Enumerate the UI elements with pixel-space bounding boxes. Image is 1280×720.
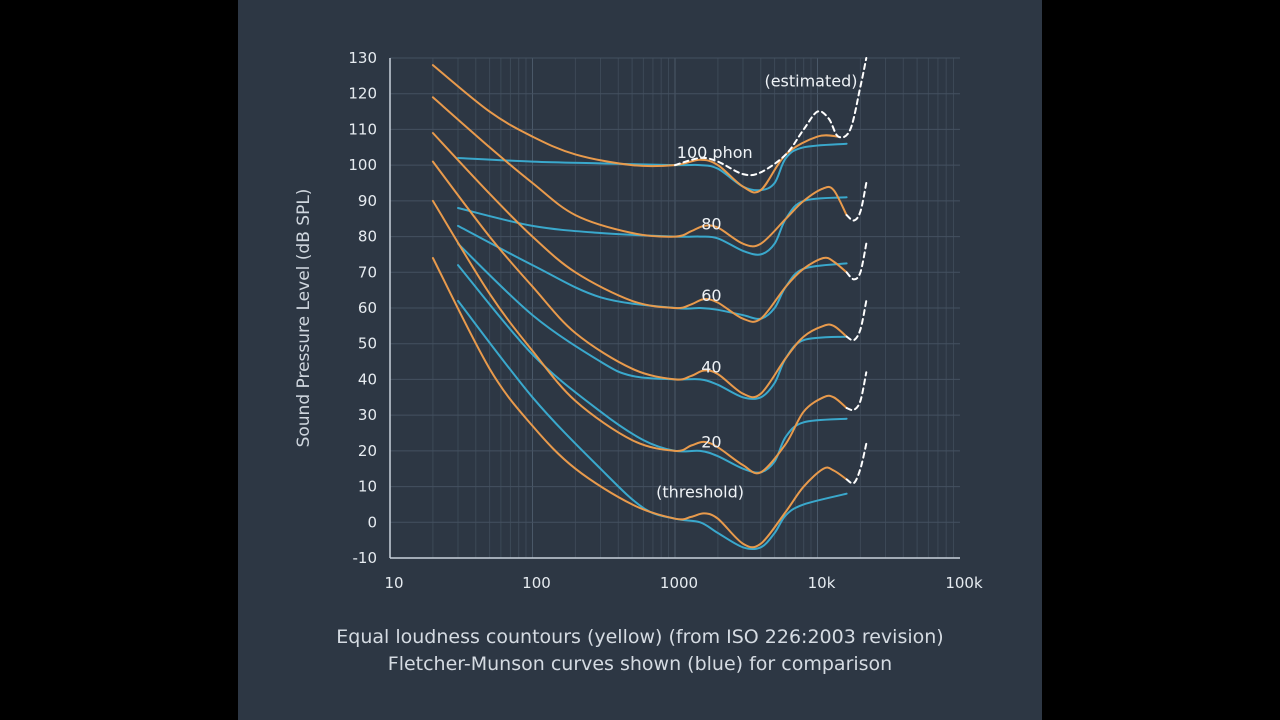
- estimated-curve: [845, 299, 868, 342]
- curve-annotation: (estimated): [764, 72, 857, 91]
- x-tick-label: 1000: [660, 574, 698, 592]
- y-tick-label: 120: [348, 85, 377, 103]
- axes: -10 0 10 20 30 40 50 60 70 80 90 100 110 120 130 10 100 1…: [348, 49, 983, 592]
- y-tick-label: 30: [358, 406, 377, 424]
- curve-annotation: 100 phon: [677, 143, 753, 162]
- y-tick-label: 50: [358, 335, 377, 353]
- fletcher-munson-curve-100: [457, 142, 848, 192]
- y-tick-label: 20: [358, 442, 377, 460]
- equal-loudness-chart: -10 0 10 20 30 40 50 60 70 80 90 100 110 120 130 10 100 1…: [294, 49, 983, 592]
- x-tick-label: 100: [522, 574, 551, 592]
- curve-annotation: (threshold): [656, 482, 744, 501]
- y-tick-label: 130: [348, 49, 377, 67]
- x-tick-label: 10k: [808, 574, 836, 592]
- curve-annotation: 40: [701, 357, 721, 376]
- iso-curve-60: [431, 132, 848, 323]
- chart-panel: -10 0 10 20 30 40 50 60 70 80 90 100 110 120 130 10 100 1…: [238, 0, 1042, 720]
- iso-curve-20: [431, 199, 848, 475]
- fletcher-munson-curve-20: [457, 264, 848, 474]
- caption-line-2: Fletcher-Munson curves shown (blue) for …: [387, 653, 893, 675]
- y-tick-label: 60: [358, 299, 377, 317]
- y-tick-label: 40: [358, 370, 377, 388]
- estimated-curve: [674, 57, 868, 177]
- estimated-curve: [845, 182, 868, 222]
- iso-curve-40: [431, 160, 848, 399]
- iso-curve-0: [431, 257, 848, 549]
- annotations: 100 phon 80 60 40 20 (threshold) (estimated): [656, 72, 857, 502]
- curve-annotation: 80: [701, 214, 721, 233]
- y-axis-label: Sound Pressure Level (dB SPL): [294, 189, 314, 448]
- y-tick-label: 10: [358, 478, 377, 496]
- curve-annotation: 20: [701, 432, 721, 451]
- y-tick-label: -10: [353, 549, 378, 567]
- grid: [389, 57, 960, 559]
- series-group: [431, 57, 868, 551]
- y-tick-label: 0: [367, 513, 377, 531]
- y-tick-label: 70: [358, 263, 377, 281]
- y-tick-label: 80: [358, 228, 377, 246]
- estimated-curve: [845, 371, 868, 412]
- iso-curve-80: [431, 96, 848, 248]
- estimated-curve: [845, 242, 868, 281]
- fletcher-munson-curve-80: [457, 196, 848, 256]
- y-tick-label: 90: [358, 192, 377, 210]
- curve-annotation: 60: [701, 286, 721, 305]
- x-tick-label: 100k: [945, 574, 983, 592]
- caption-line-1: Equal loudness countours (yellow) (from …: [336, 626, 944, 648]
- x-tick-label: 10: [384, 574, 403, 592]
- estimated-curve: [845, 442, 868, 485]
- y-tick-label: 110: [348, 120, 377, 138]
- fletcher-munson-curve-0: [457, 299, 848, 551]
- y-tick-label: 100: [348, 156, 377, 174]
